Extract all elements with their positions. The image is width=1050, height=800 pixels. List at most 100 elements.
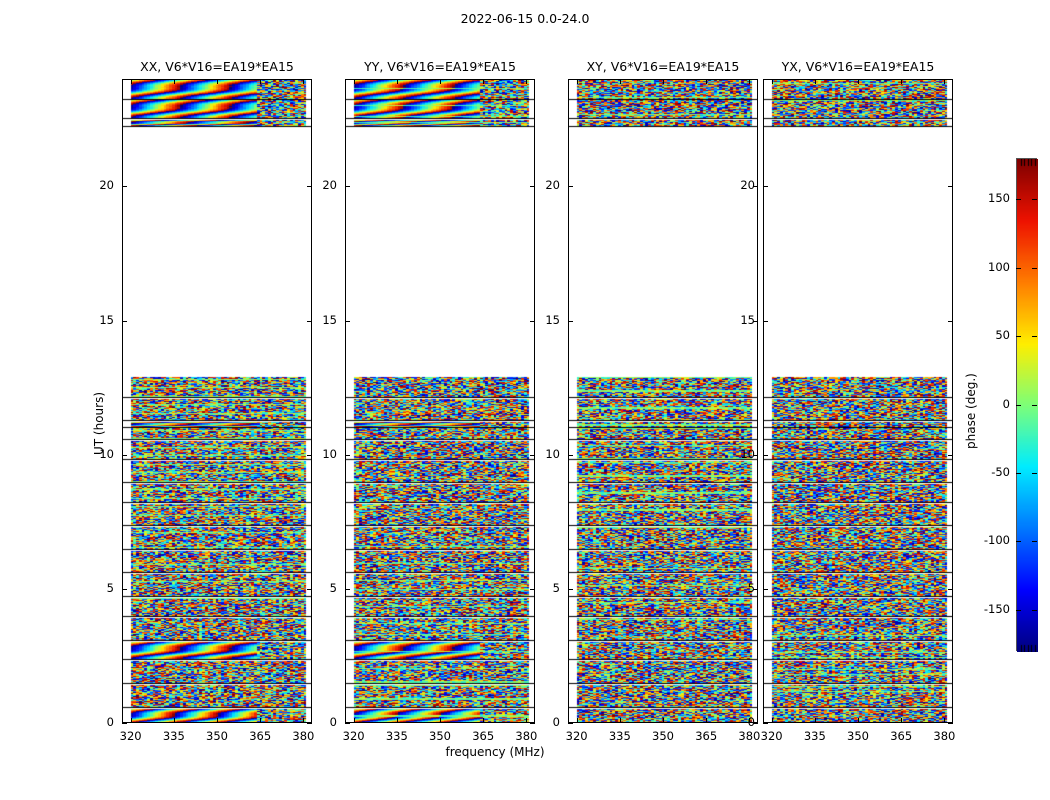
x-tick-xy-320 [577,718,578,723]
x-tick-top-xy-365 [706,79,707,84]
plot-panel-yy[interactable] [345,79,535,723]
y-tick-xy-10 [568,455,573,456]
y-tick-label-xx-0: 0 [106,715,114,729]
panel-title-yx: YX, V6*V16=EA19*EA15 [781,59,935,74]
x-tick-yy-320 [354,718,355,723]
y-tick-label-xx-20: 20 [99,178,114,193]
x-tick-label-xy-320: 320 [565,729,588,743]
y-tick-label-yy-0: 0 [329,715,337,729]
panel-title-xy: XY, V6*V16=EA19*EA15 [586,59,740,74]
colorbar-tick-label-0: 0 [1002,396,1010,411]
x-tick-top-yy-380 [526,79,527,84]
y-tick-right-yx-10 [948,455,953,456]
y-tick-right-yy-20 [530,186,535,187]
x-tick-top-xx-380 [303,79,304,84]
y-tick-right-xx-0 [307,723,312,724]
x-tick-yy-380 [526,718,527,723]
waterfall-image-xx [123,80,311,722]
x-tick-xy-365 [706,718,707,723]
colorbar-tick--50 [1016,473,1021,474]
y-tick-right-xy-10 [753,455,758,456]
colorbar-tick-right-0 [1032,405,1037,406]
y-tick-label-xy-5: 5 [552,580,560,595]
plot-panel-yx[interactable] [763,79,953,723]
figure-suptitle: 2022-06-15 0.0-24.0 [460,11,590,26]
colorbar-tick-label--100: -100 [983,533,1010,548]
colorbar[interactable] [1016,158,1038,652]
x-tick-top-xy-380 [749,79,750,84]
x-tick-label-yy-320: 320 [342,729,365,743]
y-tick-label-xx-15: 15 [99,312,114,327]
plot-panel-xy[interactable] [568,79,758,723]
y-tick-xx-20 [122,186,127,187]
y-tick-xx-10 [122,455,127,456]
x-tick-label-yy-380: 380 [515,729,538,743]
x-tick-top-xx-350 [217,79,218,84]
x-tick-yy-350 [440,718,441,723]
x-tick-label-xx-320: 320 [119,729,142,743]
y-tick-xx-15 [122,321,127,322]
x-tick-yx-350 [858,718,859,723]
x-tick-top-yx-365 [901,79,902,84]
y-tick-right-yx-15 [948,321,953,322]
x-tick-label-yy-335: 335 [385,729,408,743]
colorbar-tick-100 [1016,268,1021,269]
y-tick-right-yx-5 [948,589,953,590]
y-tick-right-yy-0 [530,723,535,724]
y-tick-right-xy-15 [753,321,758,322]
y-tick-right-xx-15 [307,321,312,322]
x-tick-label-yy-350: 350 [429,729,451,743]
x-tick-top-yy-335 [397,79,398,84]
colorbar-tick-right--50 [1032,473,1037,474]
colorbar-tick-label--150: -150 [983,601,1010,616]
y-tick-right-yx-0 [948,723,953,724]
x-tick-yx-365 [901,718,902,723]
waterfall-image-yx [764,80,952,722]
y-tick-yy-5 [345,589,350,590]
x-tick-top-xx-335 [174,79,175,84]
x-tick-label-xy-365: 365 [695,729,718,743]
x-tick-label-xy-380: 380 [738,729,761,743]
x-tick-top-yx-320 [772,79,773,84]
y-axis-label: UT (hours) [92,391,106,455]
y-tick-label-xx-10: 10 [99,446,114,461]
x-tick-top-yx-380 [944,79,945,84]
x-tick-top-xy-335 [620,79,621,84]
y-tick-label-yy-10: 10 [322,446,337,461]
colorbar-tick-150 [1016,199,1021,200]
y-tick-label-xy-0: 0 [552,715,560,729]
x-tick-xx-320 [131,718,132,723]
x-tick-xy-380 [749,718,750,723]
x-tick-label-yx-380: 380 [933,729,956,743]
colorbar-tick--100 [1016,541,1021,542]
y-tick-yy-10 [345,455,350,456]
waterfall-image-xy [569,80,757,722]
x-tick-label-yx-365: 365 [890,729,913,743]
y-tick-right-xx-5 [307,589,312,590]
y-tick-yx-5 [763,589,768,590]
y-tick-label-yx-10: 10 [740,446,755,461]
colorbar-tick-label--50: -50 [991,464,1010,479]
plot-panel-xx[interactable] [122,79,312,723]
x-tick-yx-380 [944,718,945,723]
y-tick-label-yx-5: 5 [747,580,755,595]
colorbar-tick-right--100 [1032,541,1037,542]
x-tick-label-xx-380: 380 [292,729,315,743]
y-tick-yy-20 [345,186,350,187]
colorbar-gradient [1017,159,1038,652]
x-tick-top-xx-320 [131,79,132,84]
y-tick-label-xy-10: 10 [545,446,560,461]
colorbar-tick-right-100 [1032,268,1037,269]
x-tick-label-yx-320: 320 [760,729,783,743]
colorbar-tick-label-150: 150 [988,191,1010,206]
y-tick-yy-15 [345,321,350,322]
x-tick-yx-320 [772,718,773,723]
y-tick-label-xx-5: 5 [106,580,114,595]
x-tick-label-yx-335: 335 [803,729,826,743]
y-tick-yx-0 [763,723,768,724]
y-tick-right-xx-10 [307,455,312,456]
y-tick-label-yx-15: 15 [740,312,755,327]
y-tick-right-xx-20 [307,186,312,187]
y-tick-label-xy-20: 20 [545,178,560,193]
